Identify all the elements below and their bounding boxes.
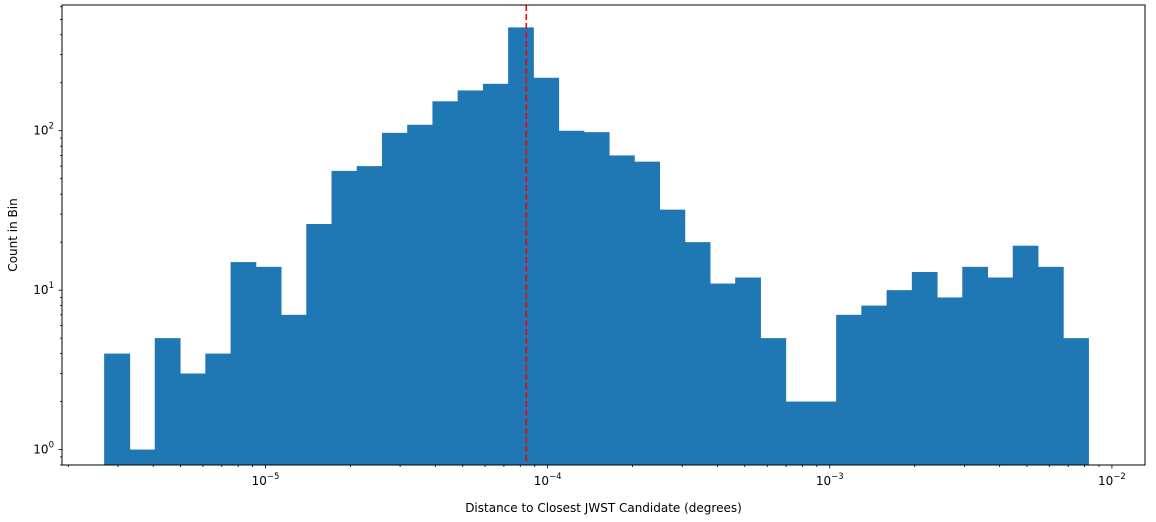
histogram-bar-4 xyxy=(205,353,232,465)
histogram-bar-25 xyxy=(735,277,761,465)
histogram-bar-10 xyxy=(356,166,383,465)
histogram-bar-14 xyxy=(457,90,484,466)
x-tick-label-1: 10−4 xyxy=(534,472,562,488)
histogram-bar-6 xyxy=(255,266,282,465)
histogram-bar-15 xyxy=(482,83,509,465)
histogram-bar-35 xyxy=(987,277,1014,465)
histogram-bar-16 xyxy=(508,27,534,466)
histogram-bar-28 xyxy=(810,401,837,465)
histogram-bar-26 xyxy=(760,338,787,465)
histogram-bar-2 xyxy=(154,338,181,465)
x-tick-label-0: 10−5 xyxy=(252,472,280,488)
x-axis-ticks: 10−5 10−4 10−3 10−2 xyxy=(67,465,1126,488)
histogram-bars xyxy=(104,27,1089,466)
histogram-bar-23 xyxy=(684,242,711,465)
y-tick-label-2: 102 xyxy=(33,122,54,138)
histogram-bar-34 xyxy=(962,266,989,465)
y-tick-label-1: 101 xyxy=(33,281,54,297)
histogram-bar-31 xyxy=(886,290,913,465)
histogram-bar-38 xyxy=(1063,338,1089,465)
x-tick-label-3: 10−2 xyxy=(1098,472,1126,488)
histogram-bar-1 xyxy=(129,449,156,465)
histogram-bar-32 xyxy=(911,271,938,465)
histogram-bar-19 xyxy=(583,132,610,465)
histogram-bar-18 xyxy=(558,130,585,465)
histogram-bar-17 xyxy=(533,77,560,465)
plot-area-frame xyxy=(61,4,1146,466)
histogram-bar-22 xyxy=(659,209,686,465)
histogram-bar-5 xyxy=(230,262,257,465)
histogram-bar-36 xyxy=(1012,245,1039,465)
histogram-bar-8 xyxy=(306,224,333,465)
histogram-bar-0 xyxy=(104,353,131,465)
histogram-bar-24 xyxy=(709,283,736,465)
y-axis-ticks: 100 101 102 xyxy=(33,6,62,466)
histogram-bar-29 xyxy=(836,314,862,465)
histogram-bar-33 xyxy=(937,297,963,465)
x-axis-label: Distance to Closest JWST Candidate (degr… xyxy=(465,501,742,515)
x-tick-label-2: 10−3 xyxy=(816,472,844,488)
histogram-bar-11 xyxy=(381,132,408,465)
histogram-bar-20 xyxy=(609,155,635,465)
histogram-bar-27 xyxy=(785,401,812,465)
histogram-bar-7 xyxy=(281,314,307,465)
histogram-bar-13 xyxy=(432,101,459,465)
y-tick-label-0: 100 xyxy=(33,441,54,457)
histogram-bar-21 xyxy=(634,161,661,465)
histogram-bar-12 xyxy=(407,124,433,465)
y-axis-label: Count in Bin xyxy=(6,198,20,271)
histogram-bar-9 xyxy=(331,170,358,465)
histogram-bar-37 xyxy=(1037,266,1064,465)
histogram-bar-30 xyxy=(861,305,888,465)
histogram-bar-3 xyxy=(180,373,206,465)
